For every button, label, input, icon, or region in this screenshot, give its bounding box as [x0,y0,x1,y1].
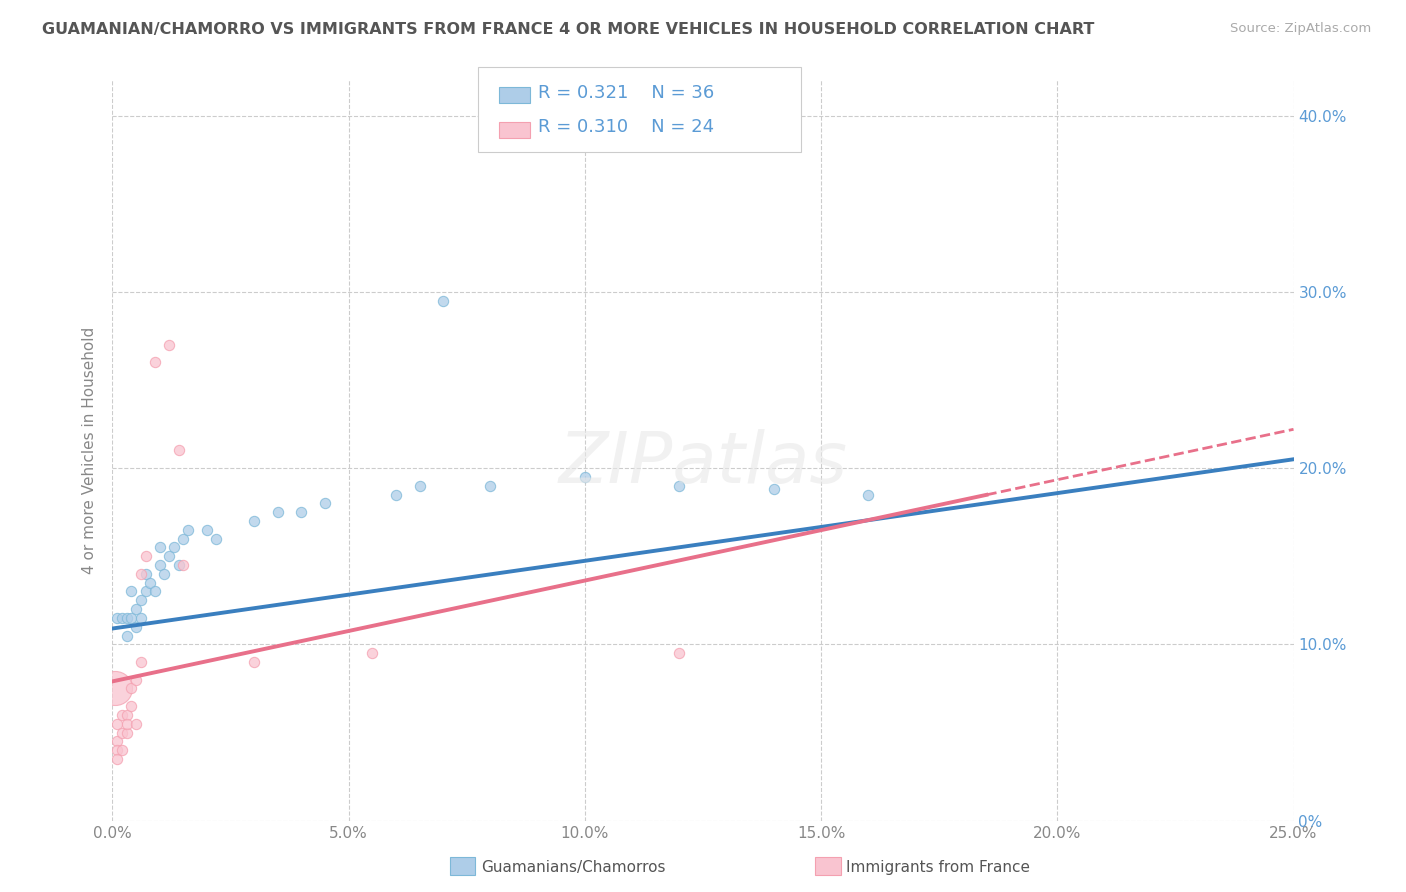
Point [290,505,312,519]
Point [111,743,134,757]
Point [125,673,148,687]
Point [143,355,166,369]
Point [177,523,200,537]
Point [267,505,290,519]
Point [432,293,454,308]
Point [111,725,134,739]
Point [104,681,127,696]
Point [195,523,218,537]
Point [105,611,128,625]
Point [205,532,228,546]
Point [762,482,785,496]
Point [125,716,148,731]
Point [120,584,142,599]
Point [167,443,190,458]
Point [129,611,152,625]
Point [125,602,148,616]
Point [143,584,166,599]
Point [172,532,194,546]
Text: R = 0.310    N = 24: R = 0.310 N = 24 [538,119,714,136]
Point [105,734,128,748]
Point [243,655,266,669]
Point [157,549,180,564]
Point [157,337,180,351]
Point [574,470,596,484]
Point [135,549,157,564]
Point [668,479,690,493]
Point [172,558,194,572]
Point [115,725,138,739]
Point [167,558,190,572]
Point [105,716,128,731]
Point [129,593,152,607]
Text: Guamanians/Chamorros: Guamanians/Chamorros [481,860,665,874]
Point [129,566,152,581]
Text: Immigrants from France: Immigrants from France [846,860,1031,874]
Point [105,743,128,757]
Point [115,611,138,625]
Point [149,558,172,572]
Point [361,646,384,660]
Point [135,566,157,581]
Point [479,479,502,493]
Point [135,584,157,599]
Point [120,611,142,625]
Point [163,541,186,555]
Point [115,707,138,722]
Text: R = 0.321    N = 36: R = 0.321 N = 36 [538,84,714,102]
Point [125,620,148,634]
Text: GUAMANIAN/CHAMORRO VS IMMIGRANTS FROM FRANCE 4 OR MORE VEHICLES IN HOUSEHOLD COR: GUAMANIAN/CHAMORRO VS IMMIGRANTS FROM FR… [42,22,1094,37]
Point [139,575,162,590]
Point [115,716,138,731]
Point [115,628,138,642]
Point [858,487,880,501]
Point [120,681,142,696]
Point [149,541,172,555]
Point [120,699,142,714]
Point [111,611,134,625]
Point [668,646,690,660]
Point [153,566,176,581]
Point [129,655,152,669]
Point [408,479,430,493]
Text: ZIPatlas: ZIPatlas [558,429,848,499]
Text: Source: ZipAtlas.com: Source: ZipAtlas.com [1230,22,1371,36]
Point [105,752,128,766]
Point [111,707,134,722]
Point [385,487,408,501]
Y-axis label: 4 or more Vehicles in Household: 4 or more Vehicles in Household [82,326,97,574]
Point [314,496,336,510]
Point [243,514,266,528]
